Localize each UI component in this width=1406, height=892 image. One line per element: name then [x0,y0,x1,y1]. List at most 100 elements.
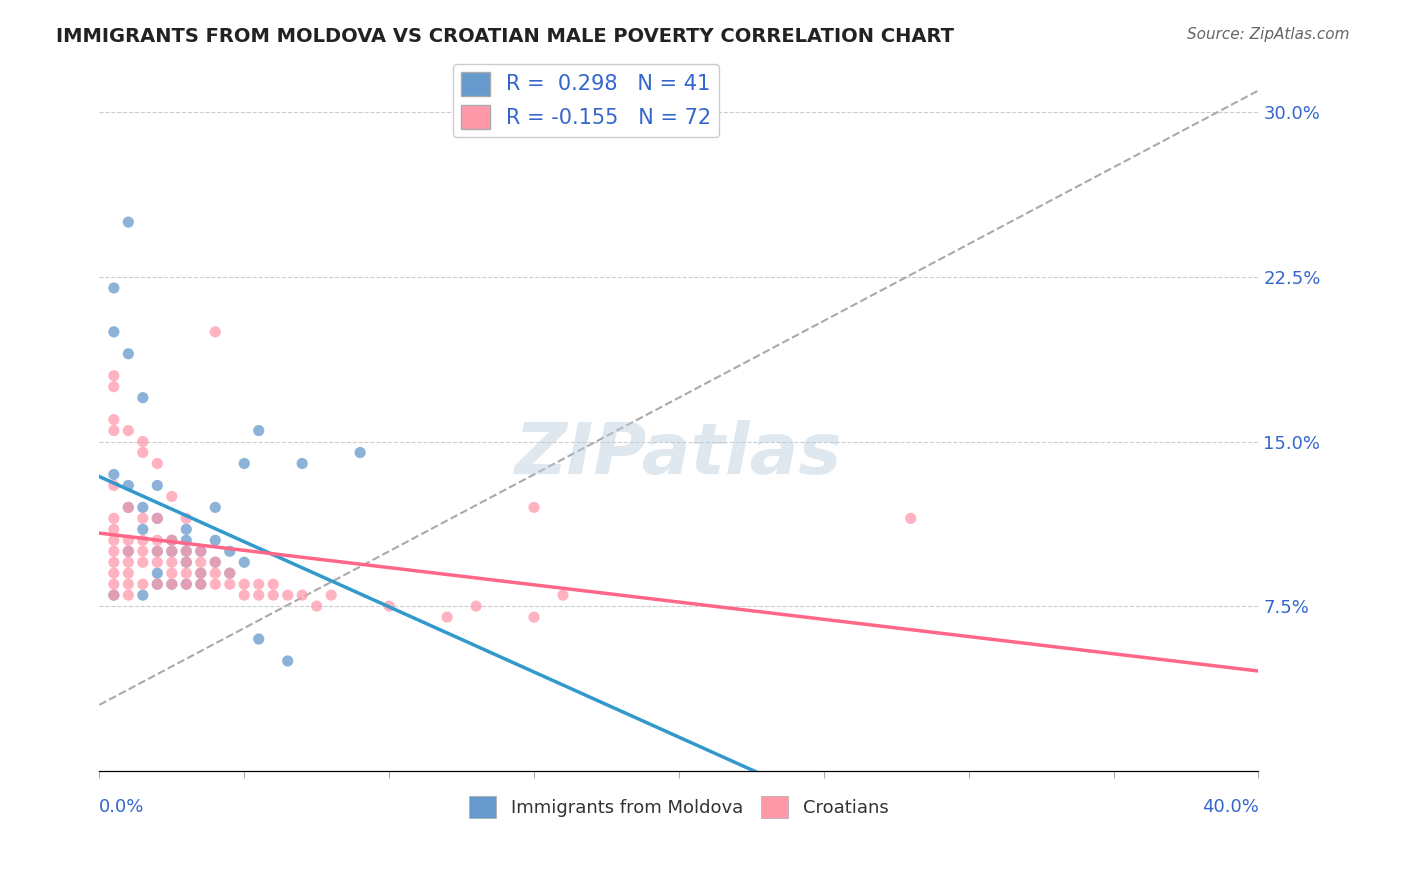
Point [174,544,197,558]
Point [174,533,197,548]
Point [103,511,125,525]
Point [204,555,226,569]
Point [190,544,212,558]
Point [204,555,226,569]
Point [146,511,169,525]
Point [204,500,226,515]
Point [277,654,299,668]
Point [132,522,155,536]
Point [174,511,197,525]
Point [146,555,169,569]
Point [277,588,299,602]
Text: 40.0%: 40.0% [1202,798,1258,816]
Point [218,566,240,581]
Point [146,533,169,548]
Point [103,412,125,426]
Point [190,544,212,558]
Point [190,577,212,591]
Point [146,457,169,471]
Point [291,588,314,602]
Point [436,610,458,624]
Point [174,577,197,591]
Point [349,445,371,459]
Point [174,566,197,581]
Point [174,555,197,569]
Point [103,588,125,602]
Point [117,566,139,581]
Point [103,424,125,438]
Point [523,610,546,624]
Point [160,544,183,558]
Point [103,555,125,569]
Point [117,215,139,229]
Point [146,577,169,591]
Point [103,566,125,581]
Point [132,434,155,449]
Point [103,368,125,383]
Point [247,577,270,591]
Point [321,588,343,602]
Point [103,533,125,548]
Text: 0.0%: 0.0% [100,798,145,816]
Point [900,511,922,525]
Point [103,522,125,536]
Point [174,544,197,558]
Point [146,566,169,581]
Point [247,632,270,646]
Point [146,478,169,492]
Point [103,281,125,295]
Point [132,391,155,405]
Point [117,500,139,515]
Point [160,544,183,558]
Point [218,566,240,581]
Point [233,457,256,471]
Point [233,577,256,591]
Point [117,544,139,558]
Point [146,544,169,558]
Point [103,588,125,602]
Point [103,325,125,339]
Point [204,577,226,591]
Point [117,555,139,569]
Point [160,533,183,548]
Point [160,490,183,504]
Point [204,325,226,339]
Point [117,533,139,548]
Point [103,577,125,591]
Point [146,577,169,591]
Point [132,445,155,459]
Point [204,533,226,548]
Point [117,424,139,438]
Point [117,544,139,558]
Point [247,424,270,438]
Point [117,577,139,591]
Point [132,511,155,525]
Point [174,555,197,569]
Point [160,555,183,569]
Point [132,533,155,548]
Point [132,500,155,515]
Text: ZIPatlas: ZIPatlas [515,420,842,489]
Point [218,544,240,558]
Point [218,577,240,591]
Point [190,566,212,581]
Point [233,588,256,602]
Point [146,544,169,558]
Point [233,555,256,569]
Point [160,577,183,591]
Point [465,599,488,614]
Point [146,511,169,525]
Point [174,522,197,536]
Point [262,588,284,602]
Point [378,599,401,614]
Point [117,478,139,492]
Point [190,566,212,581]
Point [117,588,139,602]
Point [291,457,314,471]
Point [117,347,139,361]
Point [262,577,284,591]
Point [305,599,328,614]
Point [103,380,125,394]
Point [523,500,546,515]
Point [132,577,155,591]
